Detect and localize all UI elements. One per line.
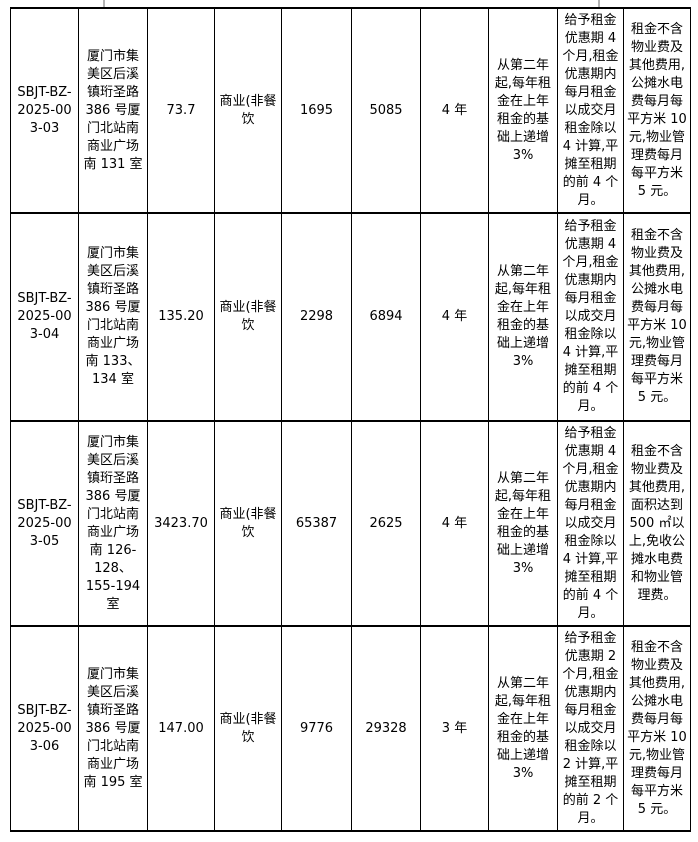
cell-area: 135.20 (148, 214, 215, 422)
lease-listings-table: SBJT-BZ-2025-003-03 厦门市集美区后溪镇珩圣路 386 号厦门… (10, 7, 691, 832)
cell-monthly-rent: 2298 (282, 214, 352, 422)
top-margin-tick-icon (598, 0, 600, 10)
cell-lease-term: 4 年 (421, 422, 489, 627)
cell-lease-term: 4 年 (421, 214, 489, 422)
cell-deposit: 2625 (352, 422, 421, 627)
cell-usage: 商业(非餐饮 (215, 214, 282, 422)
cell-area: 3423.70 (148, 422, 215, 627)
cell-address: 厦门市集美区后溪镇珩圣路 386 号厦门北站南商业广场南 131 室 (79, 9, 148, 214)
cell-monthly-rent: 9776 (282, 627, 352, 830)
cell-monthly-rent: 65387 (282, 422, 352, 627)
cell-lease-term: 4 年 (421, 9, 489, 214)
cell-fee-note: 租金不含物业费及其他费用,公摊水电费每月每平方米 10 元,物业管理费每月每平方… (624, 214, 690, 422)
cell-rent-discount-clause: 给予租金优惠期 4 个月,租金优惠期内每月租金以成交月租金除以 4 计算,平摊至… (558, 9, 624, 214)
cell-listing-id: SBJT-BZ-2025-003-03 (11, 9, 79, 214)
cell-area: 73.7 (148, 9, 215, 214)
cell-rent-increase-clause: 从第二年起,每年租金在上年租金的基础上递增3% (489, 422, 558, 627)
cell-rent-discount-clause: 给予租金优惠期 4 个月,租金优惠期内每月租金以成交月租金除以 4 计算,平摊至… (558, 214, 624, 422)
cell-monthly-rent: 1695 (282, 9, 352, 214)
cell-listing-id: SBJT-BZ-2025-003-04 (11, 214, 79, 422)
cell-listing-id: SBJT-BZ-2025-003-05 (11, 422, 79, 627)
cell-rent-discount-clause: 给予租金优惠期 4 个月,租金优惠期内每月租金以成交月租金除以 4 计算,平摊至… (558, 422, 624, 627)
cell-deposit: 29328 (352, 627, 421, 830)
cell-rent-increase-clause: 从第二年起,每年租金在上年租金的基础上递增3% (489, 627, 558, 830)
cell-address: 厦门市集美区后溪镇珩圣路 386 号厦门北站南商业广场南 126-128、155… (79, 422, 148, 627)
cell-deposit: 5085 (352, 9, 421, 214)
cell-usage: 商业(非餐饮 (215, 627, 282, 830)
cell-fee-note: 租金不含物业费及其他费用,公摊水电费每月每平方米 10 元,物业管理费每月每平方… (627, 639, 687, 817)
cell-rent-increase-clause: 从第二年起,每年租金在上年租金的基础上递增3% (489, 9, 558, 214)
cell-address: 厦门市集美区后溪镇珩圣路 386 号厦门北站南商业广场南 133、134 室 (79, 214, 148, 422)
cell-deposit: 6894 (352, 214, 421, 422)
cell-usage: 商业(非餐饮 (215, 9, 282, 214)
cell-listing-id: SBJT-BZ-2025-003-06 (11, 627, 79, 830)
cell-fee-note: 租金不含物业费及其他费用,公摊水电费每月每平方米 10 元,物业管理费每月每平方… (624, 9, 690, 214)
cell-area: 147.00 (148, 627, 215, 830)
cell-rent-increase-clause: 从第二年起,每年租金在上年租金的基础上递增3% (489, 214, 558, 422)
cell-lease-term: 3 年 (421, 627, 489, 830)
cell-fee-note: 租金不含物业费及其他费用,面积达到 500 ㎡以上,免收公摊水电费和物业管理费。 (624, 422, 690, 627)
cell-rent-discount-clause: 给予租金优惠期 2 个月,租金优惠期内每月租金以成交月租金除以 2 计算,平摊至… (558, 627, 624, 830)
cell-address: 厦门市集美区后溪镇珩圣路 386 号厦门北站南商业广场南 195 室 (79, 627, 148, 830)
cell-usage: 商业(非餐饮 (215, 422, 282, 627)
top-margin-tick-icon (103, 0, 105, 8)
